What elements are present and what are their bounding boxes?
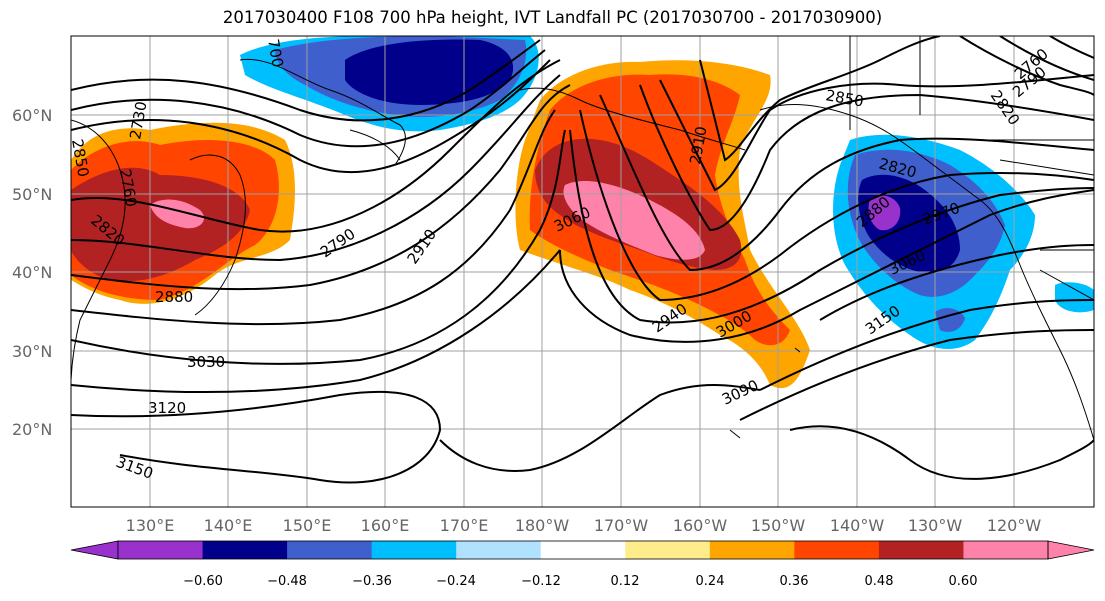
- colorbar-tick: 0.24: [696, 574, 725, 589]
- lon-label: 150°E: [283, 516, 332, 535]
- colorbar-tick: 0.12: [611, 574, 640, 589]
- lat-label: 20°N: [12, 420, 52, 439]
- colorbar-segment: [540, 541, 626, 559]
- height-contours: [71, 36, 1094, 484]
- lon-label: 130°W: [908, 516, 963, 535]
- colorbar-segment: [625, 541, 711, 559]
- lon-label: 170°W: [594, 516, 649, 535]
- colorbar-segment: [202, 541, 288, 559]
- colorbar-tick: −0.36: [352, 574, 392, 589]
- colorbar-segment: [963, 541, 1049, 559]
- lon-label: 120°W: [987, 516, 1042, 535]
- lat-label: 50°N: [12, 185, 52, 204]
- graticule: [71, 36, 1094, 507]
- lat-label: 60°N: [12, 106, 52, 125]
- latitude-labels: 60°N 50°N 40°N 30°N 20°N: [12, 106, 52, 439]
- map-title: 2017030400 F108 700 hPa height, IVT Land…: [222, 8, 883, 27]
- colorbar-segment: [371, 541, 457, 559]
- colorbar-ticks: −0.60 −0.48 −0.36 −0.24 −0.12 0.12 0.24 …: [183, 574, 977, 589]
- svg-text:2880: 2880: [155, 288, 193, 306]
- lon-label: 140°W: [830, 516, 885, 535]
- svg-text:700: 700: [264, 38, 287, 69]
- colorbar-tick: 0.60: [949, 574, 978, 589]
- colorbar: −0.60 −0.48 −0.36 −0.24 −0.12 0.12 0.24 …: [70, 540, 1095, 589]
- lat-label: 30°N: [12, 342, 52, 361]
- lon-label: 180°W: [515, 516, 570, 535]
- colorbar-segment: [878, 541, 964, 559]
- colorbar-segment: [118, 541, 204, 559]
- colorbar-segment: [287, 541, 373, 559]
- lon-label: 170°E: [440, 516, 489, 535]
- lat-label: 40°N: [12, 263, 52, 282]
- colorbar-segment: [709, 541, 795, 559]
- longitude-labels: 130°E 140°E 150°E 160°E 170°E 180°W 170°…: [126, 516, 1042, 535]
- map-frame: [70, 35, 1095, 508]
- colorbar-tick: −0.24: [436, 574, 476, 589]
- lon-label: 150°W: [751, 516, 806, 535]
- colorbar-segment: [794, 541, 880, 559]
- svg-text:2850: 2850: [68, 138, 92, 179]
- ivt-shading: [71, 36, 1094, 389]
- lon-label: 160°E: [361, 516, 410, 535]
- lon-label: 140°E: [204, 516, 253, 535]
- colorbar-max-arrow: [1047, 540, 1095, 560]
- colorbar-tick: −0.60: [183, 574, 223, 589]
- colorbar-segments: [118, 541, 1049, 559]
- colorbar-tick: −0.12: [521, 574, 561, 589]
- colorbar-tick: 0.48: [865, 574, 894, 589]
- colorbar-segment: [456, 541, 542, 559]
- colorbar-tick: −0.48: [267, 574, 307, 589]
- map-area: 2730 2760 2850 2820 2880 2790 2910 3030 …: [68, 36, 1094, 507]
- colorbar-tick: 0.36: [780, 574, 809, 589]
- coastlines: [71, 36, 1094, 441]
- svg-text:3030: 3030: [187, 353, 225, 371]
- svg-text:3120: 3120: [148, 399, 186, 417]
- lon-label: 160°W: [673, 516, 728, 535]
- lon-label: 130°E: [126, 516, 175, 535]
- colorbar-min-arrow: [70, 540, 119, 560]
